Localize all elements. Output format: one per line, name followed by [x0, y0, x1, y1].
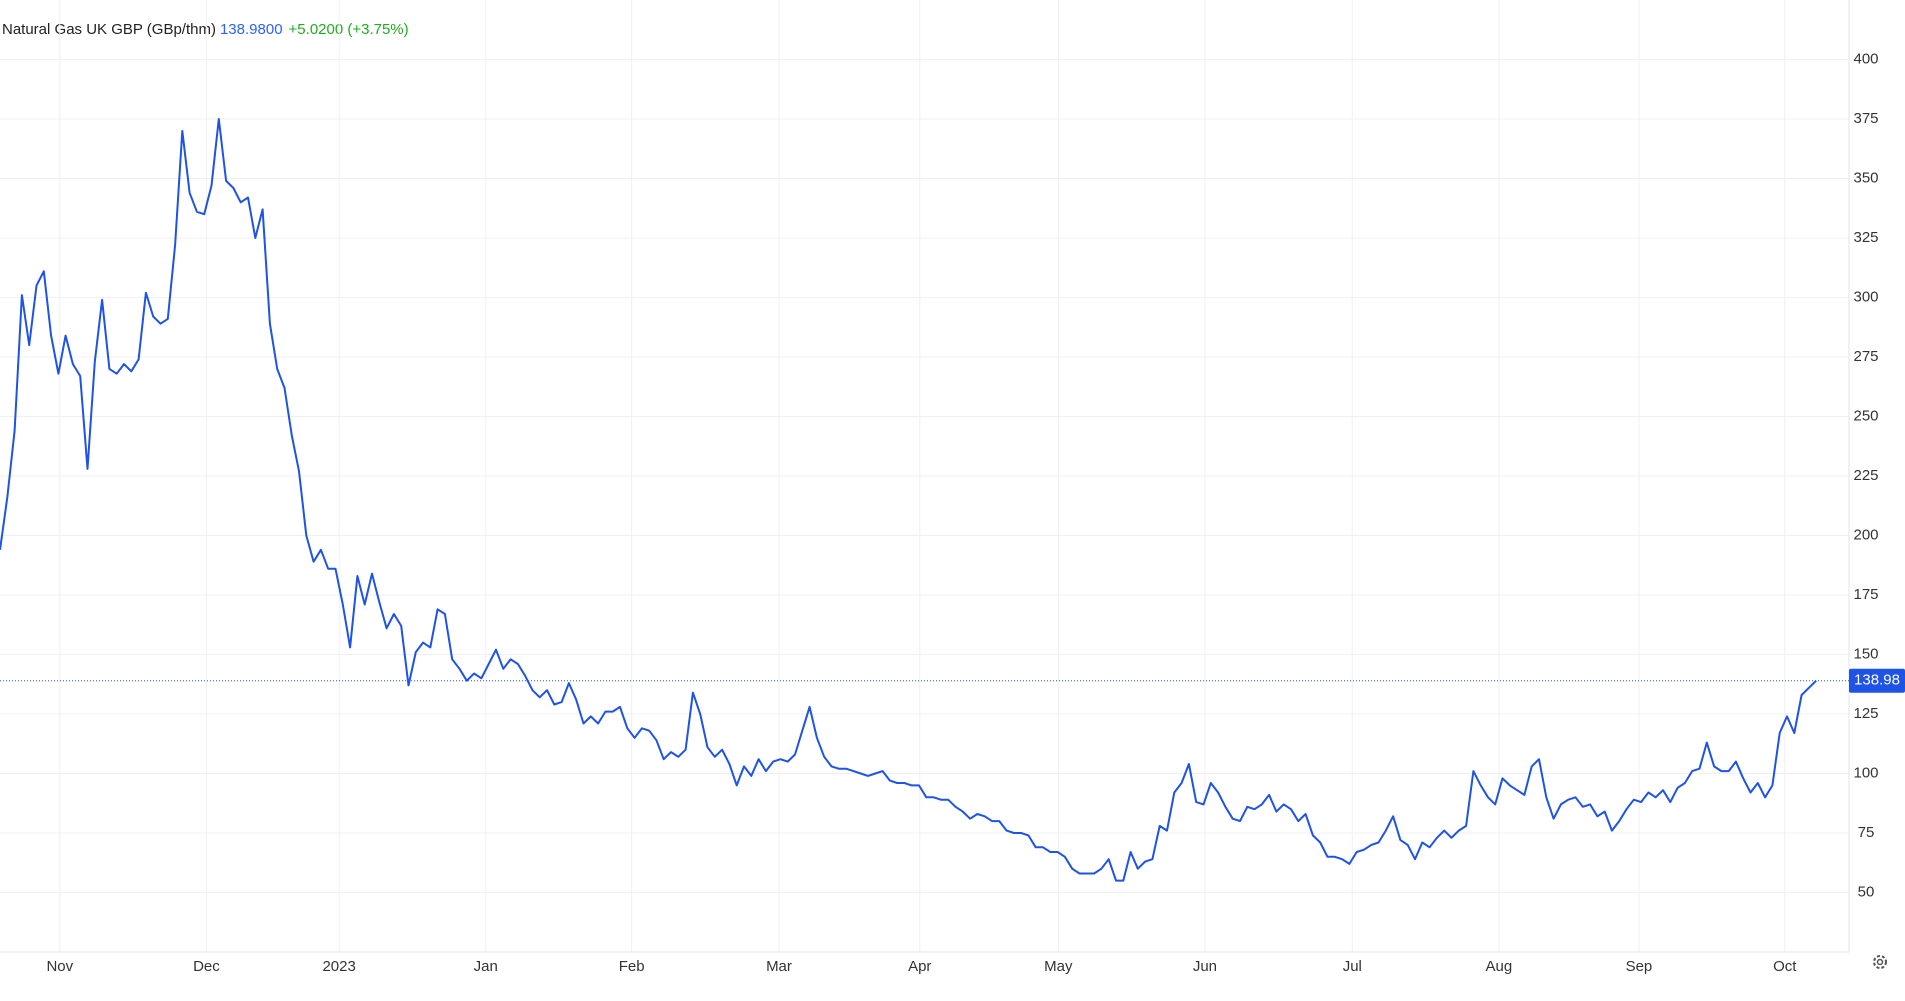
y-tick-label: 250 — [1853, 407, 1878, 424]
symbol-name: Natural Gas UK GBP (GBp/thm) — [2, 21, 216, 38]
x-tick-label: 2023 — [322, 958, 355, 975]
x-tick-label: Mar — [766, 958, 792, 975]
y-tick-label: 325 — [1853, 229, 1878, 246]
settings-icon[interactable] — [1873, 955, 1887, 969]
y-tick-label: 175 — [1853, 586, 1878, 603]
y-tick-label: 200 — [1853, 526, 1878, 543]
x-tick-label: Sep — [1626, 958, 1653, 975]
gear[interactable] — [1873, 955, 1887, 969]
x-tick-label: Oct — [1773, 958, 1797, 975]
x-tick-label: Feb — [619, 958, 645, 975]
y-tick-label: 350 — [1853, 169, 1878, 186]
x-tick-label: May — [1044, 958, 1073, 975]
y-tick-label: 400 — [1853, 50, 1878, 67]
y-tick-label: 50 — [1858, 883, 1875, 900]
y-tick-label: 150 — [1853, 645, 1878, 662]
y-tick-label: 375 — [1853, 110, 1878, 127]
x-tick-label: Jan — [474, 958, 498, 975]
x-tick-label: Nov — [46, 958, 73, 975]
legend: Natural Gas UK GBP (GBp/thm) 138.9800 +5.0… — [2, 21, 409, 38]
price-change: +5.0200 (+3.75%) — [288, 21, 409, 38]
price-line — [0, 118, 1817, 882]
y-tick-label: 300 — [1853, 288, 1878, 305]
last-price-label: 138.98 — [1854, 672, 1900, 689]
y-tick-label: 275 — [1853, 348, 1878, 365]
x-tick-label: Jun — [1193, 958, 1217, 975]
x-tick-label: Jul — [1343, 958, 1362, 975]
x-tick-label: Dec — [193, 958, 220, 975]
price: 138.9800 — [219, 21, 283, 38]
y-tick-label: 125 — [1853, 705, 1878, 722]
x-tick-label: Apr — [908, 958, 931, 975]
y-tick-label: 100 — [1853, 764, 1878, 781]
x-tick-label: Aug — [1486, 958, 1513, 975]
y-tick-label: 75 — [1858, 824, 1875, 841]
y-tick-label: 225 — [1853, 467, 1878, 484]
last-price-badge — [1849, 668, 1905, 693]
gear-hub[interactable] — [1876, 958, 1884, 966]
